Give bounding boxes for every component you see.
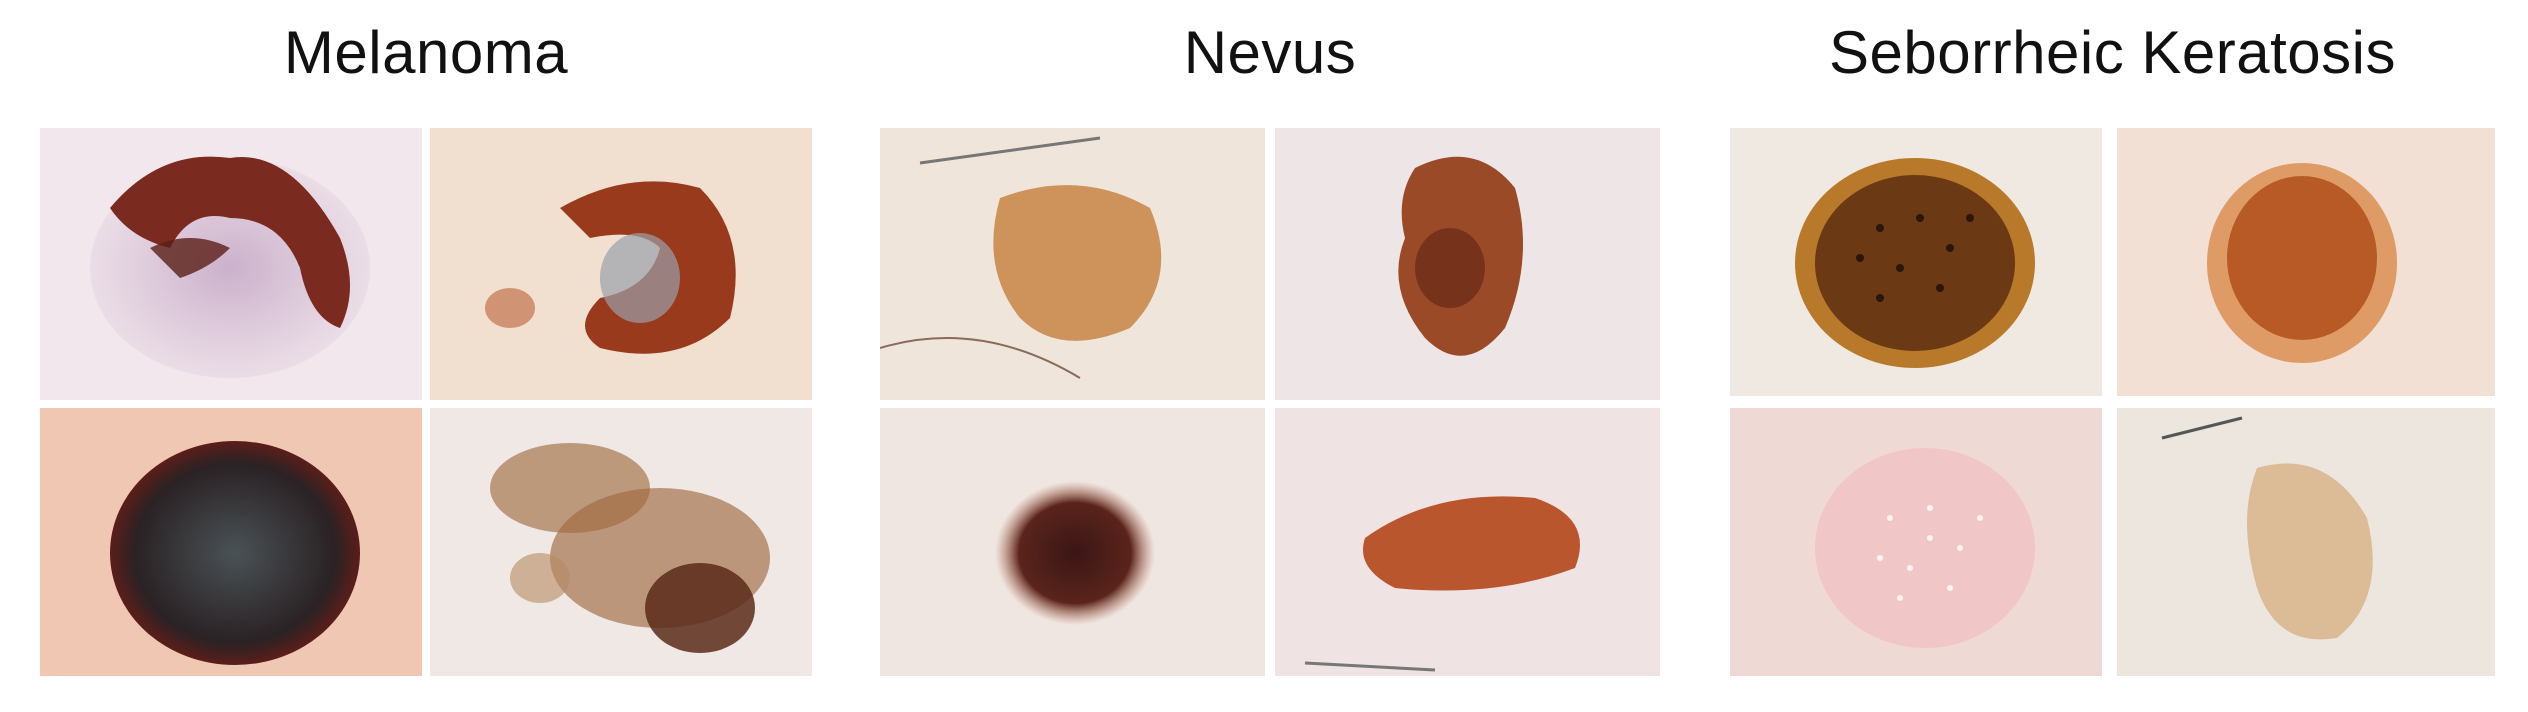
nevus-title: Nevus [1183, 19, 1357, 86]
nevus-lesion-2 [1275, 128, 1660, 400]
melanoma-lesion-1 [40, 128, 422, 400]
keratosis-lesion-4 [2117, 408, 2495, 676]
melanoma-lesion-3 [40, 408, 422, 676]
keratosis-title: Seborrheic Keratosis [1829, 19, 2396, 86]
keratosis-group: Seborrheic Keratosis [1730, 0, 2495, 712]
melanoma-lesion-2 [430, 128, 812, 400]
keratosis-lesion-3 [1730, 408, 2102, 676]
nevus-lesion-1 [880, 128, 1265, 400]
nevus-group: Nevus [880, 0, 1660, 712]
nevus-lesion-3 [880, 408, 1265, 676]
melanoma-group: Melanoma [40, 0, 812, 712]
melanoma-lesion-4 [430, 408, 812, 676]
keratosis-lesion-2 [2117, 128, 2495, 396]
nevus-lesion-4 [1275, 408, 1660, 676]
keratosis-lesion-1 [1730, 128, 2102, 396]
melanoma-title: Melanoma [283, 19, 569, 86]
